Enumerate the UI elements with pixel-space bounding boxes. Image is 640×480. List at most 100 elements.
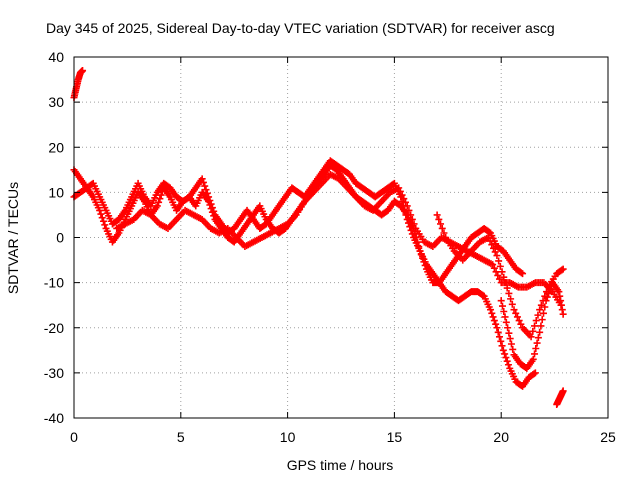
data-point [505,329,513,337]
data-point [501,350,509,358]
data-point [533,339,541,347]
y-tick-label: 10 [48,184,64,200]
data-point [199,178,207,186]
data-point [488,309,496,317]
series-track-g [553,387,567,408]
data-point [205,193,213,201]
data-point [490,264,498,272]
data-point [494,271,502,279]
data-point [395,184,403,192]
data-point [495,257,503,265]
data-point [537,322,545,330]
axes: 0 5 10 15 20 25 -40 -30 -20 -10 0 10 20 30 40 [44,49,616,445]
data-point [198,175,206,183]
data-point [433,211,441,219]
data-point [396,187,404,195]
data-point [557,301,565,309]
data-point [555,288,563,296]
data-point [490,317,498,325]
x-tick-label: 10 [280,429,296,445]
data-point [206,196,214,204]
data-point [499,346,507,354]
data-point [404,219,412,227]
data-point [497,337,505,345]
data-point [527,333,535,341]
data-point [542,297,550,305]
y-tick-label: -10 [44,275,64,291]
data-point [153,202,161,210]
data-point [500,308,508,316]
data-point [517,320,525,328]
series-track-a [70,67,87,102]
x-axis-label: GPS time / hours [287,457,394,473]
data-point [541,303,549,311]
y-tick-label: 20 [48,139,64,155]
data-point [487,306,495,314]
data-point [510,306,518,314]
data-point [202,186,210,194]
data-point [531,350,539,358]
data-point [494,328,502,336]
y-axis-label: SDTVAR / TECUs [5,182,21,294]
data-point [507,295,515,303]
data-point [512,309,520,317]
series-track-c [70,157,539,390]
data-point [484,234,492,241]
data-point [438,224,446,232]
data-point [495,275,503,283]
series-track-d [113,170,565,309]
data-point [435,215,443,223]
grid-lines [74,57,608,418]
data-point [532,317,540,325]
y-tick-label: 40 [48,49,64,65]
data-point [503,357,511,365]
data-point [513,313,521,321]
data-point [557,297,565,305]
data-point [517,269,525,277]
data-point [488,241,496,249]
y-tick-label: -40 [44,410,64,426]
data-point [545,289,553,297]
data-point [495,333,503,341]
data-point [497,297,505,305]
data-point [500,273,508,281]
data-point [408,215,416,223]
data-point [558,266,566,274]
data-point [207,200,215,208]
data-point [99,217,107,225]
data-point [491,248,499,256]
data-point [559,310,567,318]
x-tick-label: 15 [387,429,403,445]
data-point [398,191,406,199]
data-point [543,293,551,301]
data-point [493,324,501,332]
data-point [509,345,517,353]
x-tick-label: 20 [493,429,509,445]
data-point [556,292,564,300]
data-point [530,370,538,378]
x-tick-label: 25 [600,429,616,445]
data-point [489,313,497,321]
y-tick-label: 30 [48,94,64,110]
data-point [406,223,414,231]
data-point [529,327,537,335]
data-point [546,286,554,294]
data-point [498,342,506,350]
y-tick-label: -30 [44,365,64,381]
data-point [437,220,445,228]
data-point [410,220,418,228]
data-point [498,302,506,310]
y-tick-label: 0 [56,230,64,246]
data-point [405,206,413,214]
data-point [536,306,544,314]
data-point [529,355,537,363]
data-point [531,369,539,377]
data-point [515,317,523,325]
data-point [504,361,512,369]
data-point [519,270,527,278]
data-point [498,268,506,276]
data-point [559,387,567,395]
data-point [408,230,416,238]
data-point [208,204,216,212]
